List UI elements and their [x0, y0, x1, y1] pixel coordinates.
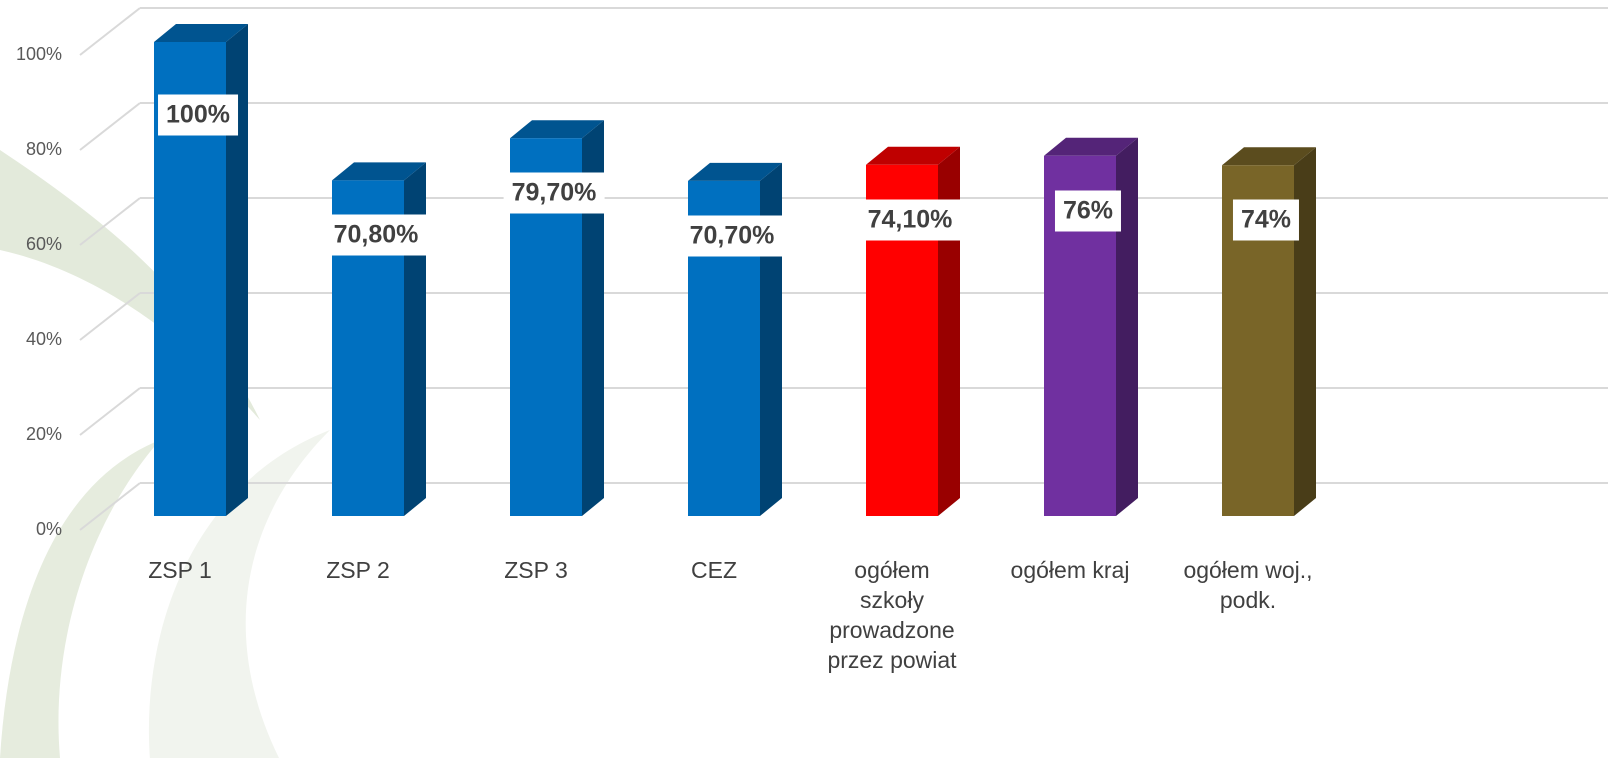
x-tick-label: ZSP 2 — [292, 555, 424, 585]
decoration — [0, 440, 160, 758]
y-tick-label: 40% — [26, 329, 62, 349]
grid-line — [80, 293, 140, 340]
data-label: 74,10% — [860, 199, 961, 240]
data-label: 70,70% — [682, 215, 783, 256]
y-tick-label: 20% — [26, 424, 62, 444]
data-label: 70,80% — [326, 215, 427, 256]
x-tick-label: CEZ — [648, 555, 780, 585]
y-tick-label: 100% — [16, 44, 62, 64]
y-tick-label: 80% — [26, 139, 62, 159]
data-label: 100% — [158, 95, 238, 136]
x-tick-label: ZSP 1 — [114, 555, 246, 585]
y-tick-label: 60% — [26, 234, 62, 254]
chart-canvas: 0% 20% 40% 60% 80% 100% — [0, 0, 1608, 758]
y-tick-label: 0% — [36, 519, 62, 539]
chart: 0% 20% 40% 60% 80% 100% 100% ZSP 1 70,80% ZSP 2 7… — [0, 0, 1608, 758]
data-label: 76% — [1055, 190, 1121, 231]
x-tick-label: ZSP 3 — [470, 555, 602, 585]
data-label: 74% — [1233, 200, 1299, 241]
grid-line — [80, 388, 140, 435]
x-tick-label: ogółem kraj — [1004, 555, 1136, 585]
grid-line — [80, 103, 140, 150]
x-tick-label: ogółem szkoły prowadzone przez powiat — [826, 555, 958, 675]
grid-line — [80, 8, 140, 55]
data-label: 79,70% — [504, 173, 605, 214]
x-tick-label: ogółem woj., podk. — [1182, 555, 1314, 615]
